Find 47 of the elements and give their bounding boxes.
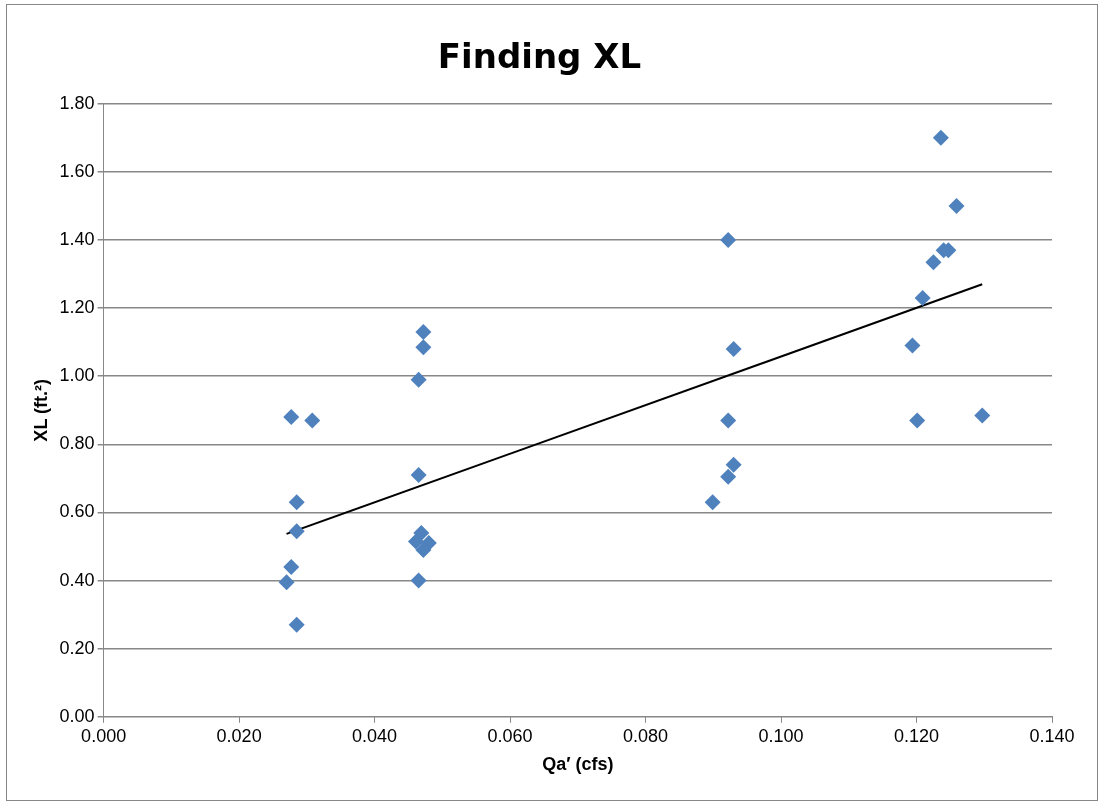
y-tick-label: 0.60 [59, 501, 95, 522]
x-tick-label: 0.100 [758, 725, 804, 746]
point [720, 232, 737, 249]
x-tick-label: 0.040 [352, 725, 398, 746]
point [410, 467, 427, 484]
point [904, 337, 921, 354]
x-axis-title: Qa′ (cfs) [542, 754, 614, 775]
x-tick-label: 0.140 [1029, 725, 1075, 746]
point [415, 339, 432, 356]
point [932, 129, 949, 146]
point [283, 558, 300, 575]
y-tick-label: 0.20 [59, 637, 95, 658]
point [407, 533, 424, 550]
y-tick-label: 0.80 [59, 433, 95, 454]
point [909, 412, 926, 429]
point [914, 289, 931, 306]
y-tick-label: 0.00 [59, 705, 95, 726]
y-tick-label: 1.40 [59, 228, 95, 249]
point [704, 494, 721, 511]
point [720, 468, 737, 485]
y-tick-label: 1.00 [59, 365, 95, 386]
point [278, 574, 295, 591]
point [304, 412, 321, 429]
point [974, 407, 991, 424]
point [410, 371, 427, 388]
x-tick-label: 0.020 [216, 725, 262, 746]
y-tick-label: 0.40 [59, 569, 95, 590]
point [283, 409, 300, 426]
chart-title: Finding XL [437, 36, 642, 77]
x-tick-label: 0.080 [623, 725, 669, 746]
x-tick-label: 0.000 [81, 725, 127, 746]
point [720, 412, 737, 429]
x-tick-label: 0.120 [894, 725, 940, 746]
point [948, 197, 965, 214]
point [288, 523, 305, 540]
point [725, 341, 742, 357]
point [288, 616, 305, 633]
point [925, 254, 942, 271]
point [288, 494, 305, 511]
y-tick-label: 1.20 [59, 297, 95, 318]
y-axis-title: XL (ft.²) [30, 378, 51, 442]
x-tick-label: 0.060 [487, 725, 533, 746]
point [725, 456, 742, 473]
point [410, 572, 427, 589]
y-tick-label: 1.60 [59, 160, 95, 181]
y-tick-label: 1.80 [59, 92, 95, 113]
point [415, 323, 432, 340]
